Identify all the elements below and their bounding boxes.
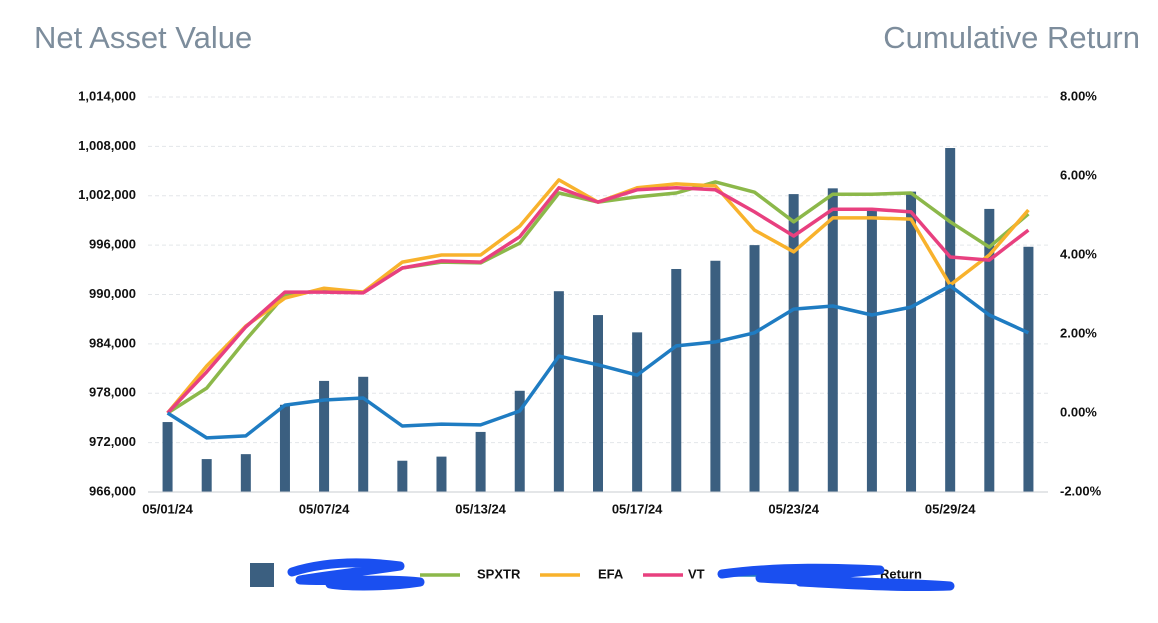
legend-label: EFA	[598, 566, 624, 581]
lines	[166, 178, 1030, 440]
bar	[866, 209, 877, 493]
x-tick-label: 05/07/24	[299, 501, 350, 516]
y-tick-label: 978,000	[89, 385, 136, 400]
bar	[240, 454, 251, 492]
chart-title: Net Asset Value	[34, 20, 252, 55]
x-tick-label: 05/17/24	[612, 501, 663, 516]
bar	[553, 291, 564, 492]
bar	[593, 315, 603, 492]
y-tick-label: 1,008,000	[78, 138, 136, 153]
redaction	[287, 558, 955, 592]
x-tick-label: 05/23/24	[768, 501, 819, 516]
y2-tick-label: -2.00%	[1060, 483, 1102, 498]
x-tick-label: 05/01/24	[142, 501, 193, 516]
axes: 966,000 972,000 978,000 984,000 990,000 996,0…	[78, 88, 1101, 516]
bar	[358, 376, 369, 492]
bar	[162, 422, 173, 492]
y2-tick-label: 2.00%	[1060, 325, 1097, 340]
y2-tick-label: 4.00%	[1060, 246, 1097, 261]
line	[166, 186, 1030, 415]
bar	[436, 456, 447, 492]
bar	[201, 459, 212, 492]
y-tick-label: 984,000	[89, 335, 136, 350]
legend-label: SPXTR	[477, 566, 521, 581]
line	[166, 284, 1030, 440]
bar	[749, 245, 760, 492]
y2-tick-label: 0.00%	[1060, 404, 1097, 419]
bar	[710, 260, 721, 492]
bar	[788, 194, 799, 492]
x-tick-label: 05/13/24	[455, 501, 506, 516]
bar	[319, 380, 330, 492]
bar	[1023, 246, 1034, 492]
y-tick-label: 990,000	[89, 286, 136, 301]
y-tick-label: 1,002,000	[78, 187, 136, 202]
legend-label: VT	[688, 566, 705, 581]
y-tick-label: 972,000	[89, 434, 136, 449]
chart-title-right: Cumulative Return	[883, 20, 1140, 55]
bar	[827, 188, 838, 492]
bar	[514, 390, 525, 492]
x-tick-label: 05/29/24	[925, 501, 976, 516]
legend-label: Return	[880, 566, 922, 581]
y2-tick-label: 8.00%	[1060, 88, 1097, 103]
bar	[632, 332, 643, 492]
bars	[162, 148, 1034, 493]
bar	[945, 148, 956, 493]
bar	[671, 268, 682, 492]
scribble	[717, 563, 955, 592]
bar	[397, 460, 408, 492]
y-tick-label: 1,014,000	[78, 88, 136, 103]
bar	[984, 208, 995, 492]
y-tick-label: 996,000	[89, 237, 136, 252]
bar	[279, 404, 290, 492]
scribble	[287, 558, 425, 591]
bar	[906, 191, 917, 492]
bar	[475, 431, 486, 492]
y2-tick-label: 6.00%	[1060, 167, 1097, 182]
legend-swatch	[250, 563, 274, 587]
y-tick-label: 966,000	[89, 483, 136, 498]
